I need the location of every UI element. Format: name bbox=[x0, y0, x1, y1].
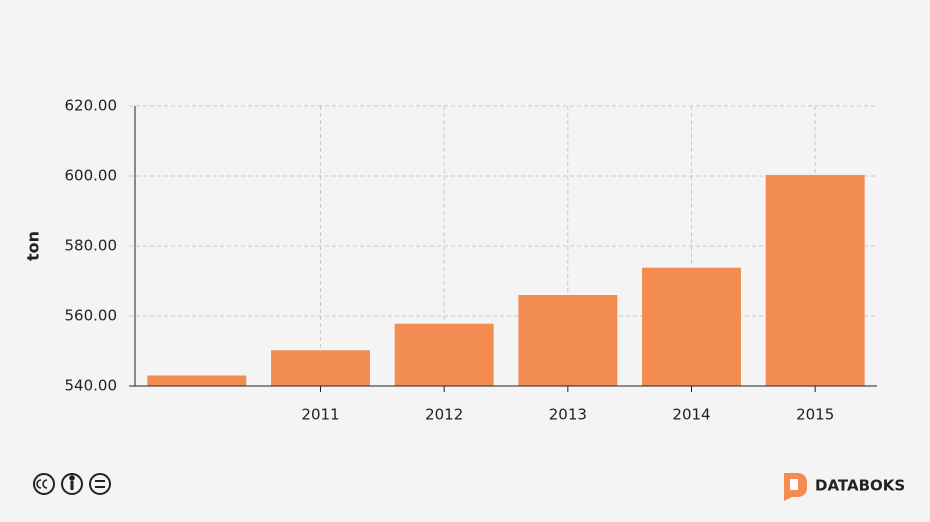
x-tick-label: 2013 bbox=[549, 406, 587, 424]
y-tick-label: 620.00 bbox=[65, 97, 118, 115]
x-tick-label: 2015 bbox=[796, 406, 834, 424]
bar bbox=[147, 375, 247, 386]
bar bbox=[518, 295, 618, 386]
bar bbox=[642, 267, 741, 386]
x-tick-label: 2014 bbox=[672, 406, 710, 424]
x-tick-label: 2011 bbox=[301, 406, 339, 424]
brand-name: DATABOKS bbox=[815, 477, 905, 495]
bar bbox=[271, 350, 370, 386]
y-tick-label: 600.00 bbox=[65, 167, 118, 185]
y-axis-label: ton bbox=[24, 231, 43, 261]
bar bbox=[394, 323, 494, 386]
y-tick-label: 580.00 bbox=[65, 237, 118, 255]
y-tick-label: 540.00 bbox=[65, 377, 118, 395]
y-tick-label: 560.00 bbox=[65, 307, 118, 325]
brand-logo bbox=[784, 473, 807, 501]
x-tick-label: 2012 bbox=[425, 406, 463, 424]
cc-icons bbox=[33, 473, 111, 495]
bar bbox=[765, 174, 865, 386]
